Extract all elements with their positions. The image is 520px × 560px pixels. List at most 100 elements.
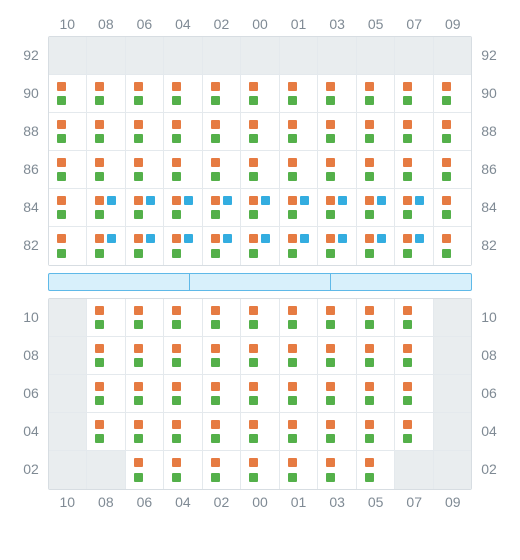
cell — [318, 151, 356, 188]
port-square — [223, 234, 232, 243]
port-square — [134, 196, 143, 205]
cell — [87, 227, 125, 265]
port-square — [134, 134, 143, 143]
port-square — [134, 358, 143, 367]
grid-row — [49, 451, 471, 489]
cell — [241, 189, 279, 226]
port-square — [184, 196, 193, 205]
port-square — [415, 196, 424, 205]
cell-empty — [49, 413, 87, 450]
row-label: 04 — [14, 412, 48, 450]
port-square — [365, 134, 374, 143]
port-square — [365, 344, 374, 353]
port-square — [172, 420, 181, 429]
grid-row — [49, 75, 471, 113]
cell — [241, 337, 279, 374]
cell — [280, 189, 318, 226]
port-square — [172, 320, 181, 329]
port-square — [172, 96, 181, 105]
port-square — [134, 82, 143, 91]
grid-row — [49, 151, 471, 189]
cell — [126, 337, 164, 374]
port-square — [338, 234, 347, 243]
cell — [87, 375, 125, 412]
cell — [126, 413, 164, 450]
port-square — [172, 249, 181, 258]
port-square — [184, 234, 193, 243]
cell-empty — [318, 37, 356, 74]
port-square — [211, 396, 220, 405]
port-square — [249, 473, 258, 482]
port-square — [249, 420, 258, 429]
col-label: 00 — [241, 16, 280, 32]
port-square — [288, 320, 297, 329]
grid-row — [49, 337, 471, 375]
cell — [395, 375, 433, 412]
port-square — [211, 434, 220, 443]
port-square — [249, 249, 258, 258]
port-square — [211, 134, 220, 143]
grid-row — [49, 413, 471, 451]
col-label: 06 — [125, 16, 164, 32]
cell — [434, 113, 471, 150]
port-square — [365, 320, 374, 329]
cell — [357, 189, 395, 226]
row-label: 10 — [472, 298, 506, 336]
cell — [164, 113, 202, 150]
port-square — [442, 134, 451, 143]
port-square — [211, 320, 220, 329]
port-square — [172, 234, 181, 243]
port-square — [249, 358, 258, 367]
port-square — [338, 196, 347, 205]
port-square — [249, 234, 258, 243]
port-square — [95, 420, 104, 429]
cell — [203, 113, 241, 150]
port-square — [134, 382, 143, 391]
port-square — [365, 473, 374, 482]
cell — [203, 337, 241, 374]
port-square — [403, 196, 412, 205]
col-label: 04 — [164, 494, 203, 510]
cell — [241, 227, 279, 265]
port-square — [403, 420, 412, 429]
port-square — [442, 158, 451, 167]
port-square — [95, 249, 104, 258]
row-label: 86 — [472, 150, 506, 188]
row-label: 82 — [472, 226, 506, 264]
grid-block-bottom: 1008060402 1008060402 — [14, 298, 506, 490]
row-label: 02 — [472, 450, 506, 488]
port-square — [211, 420, 220, 429]
cell — [434, 227, 471, 265]
port-square — [211, 196, 220, 205]
port-square — [211, 382, 220, 391]
port-square — [326, 96, 335, 105]
cell — [203, 189, 241, 226]
port-square — [146, 234, 155, 243]
cell — [87, 75, 125, 112]
port-square — [211, 172, 220, 181]
port-square — [172, 344, 181, 353]
port-square — [95, 96, 104, 105]
cell-empty — [49, 451, 87, 489]
col-label: 03 — [318, 494, 357, 510]
cell — [280, 451, 318, 489]
port-square — [365, 120, 374, 129]
port-square — [95, 120, 104, 129]
port-square — [95, 306, 104, 315]
cell — [280, 337, 318, 374]
cell-empty — [434, 337, 471, 374]
port-square — [288, 210, 297, 219]
port-square — [288, 458, 297, 467]
port-square — [326, 234, 335, 243]
col-label: 10 — [48, 494, 87, 510]
cell — [126, 113, 164, 150]
cell — [395, 113, 433, 150]
port-square — [288, 96, 297, 105]
row-label: 84 — [14, 188, 48, 226]
port-square — [288, 196, 297, 205]
port-square — [249, 434, 258, 443]
port-square — [172, 120, 181, 129]
cell — [357, 375, 395, 412]
port-square — [288, 358, 297, 367]
port-square — [95, 320, 104, 329]
